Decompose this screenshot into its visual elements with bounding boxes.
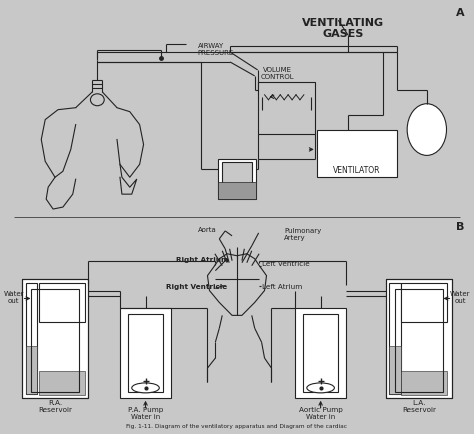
Ellipse shape (132, 383, 159, 393)
Text: P.A. Pump: P.A. Pump (128, 406, 163, 412)
Bar (26, 346, 37, 394)
Text: VENTILATOR: VENTILATOR (333, 165, 381, 174)
Bar (401, 283, 447, 322)
Bar (222, 163, 252, 193)
Bar (120, 309, 171, 398)
Text: VENTILATING: VENTILATING (302, 18, 384, 28)
Text: Aortic Pump: Aortic Pump (299, 406, 343, 412)
Text: Water
out: Water out (3, 290, 24, 303)
Ellipse shape (307, 383, 334, 393)
Text: A: A (456, 8, 465, 18)
Bar (390, 346, 401, 394)
Bar (401, 371, 447, 395)
Text: Water in: Water in (131, 413, 160, 419)
Bar (219, 183, 255, 200)
Bar (219, 160, 255, 200)
Bar (39, 283, 84, 322)
Text: AIRWAY
PRESSURE: AIRWAY PRESSURE (198, 43, 234, 56)
Bar (317, 130, 397, 178)
Bar (395, 289, 443, 392)
Bar (385, 279, 452, 398)
Text: L.A.
Reservoir: L.A. Reservoir (402, 399, 436, 412)
Text: Right Ventricle: Right Ventricle (166, 283, 228, 289)
Text: Left Atrium: Left Atrium (262, 283, 302, 289)
Bar (26, 283, 37, 394)
Bar (303, 315, 338, 392)
Text: VOLUME
CONTROL: VOLUME CONTROL (261, 67, 294, 80)
Bar (22, 279, 89, 398)
Text: Aorta: Aorta (198, 227, 217, 232)
Bar (390, 283, 401, 394)
Bar (128, 315, 163, 392)
Bar (39, 371, 84, 395)
Text: GASES: GASES (322, 29, 364, 39)
Text: Right Atrium: Right Atrium (176, 256, 228, 262)
Text: Left Ventricle: Left Ventricle (262, 260, 310, 266)
Text: R.A.
Reservoir: R.A. Reservoir (38, 399, 72, 412)
Ellipse shape (407, 105, 447, 156)
Text: Fig. 1-11. Diagram of the ventilatory apparatus and Diagram of the cardiac: Fig. 1-11. Diagram of the ventilatory ap… (127, 423, 347, 428)
Bar (385, 279, 452, 398)
Bar (295, 309, 346, 398)
Bar (22, 279, 89, 398)
Text: Pulmonary
Artery: Pulmonary Artery (284, 228, 321, 241)
Bar (31, 289, 79, 392)
Text: B: B (456, 221, 465, 231)
Bar (258, 82, 315, 134)
Text: Water in: Water in (306, 413, 335, 419)
Text: Water
out: Water out (450, 290, 471, 303)
Ellipse shape (91, 95, 104, 106)
